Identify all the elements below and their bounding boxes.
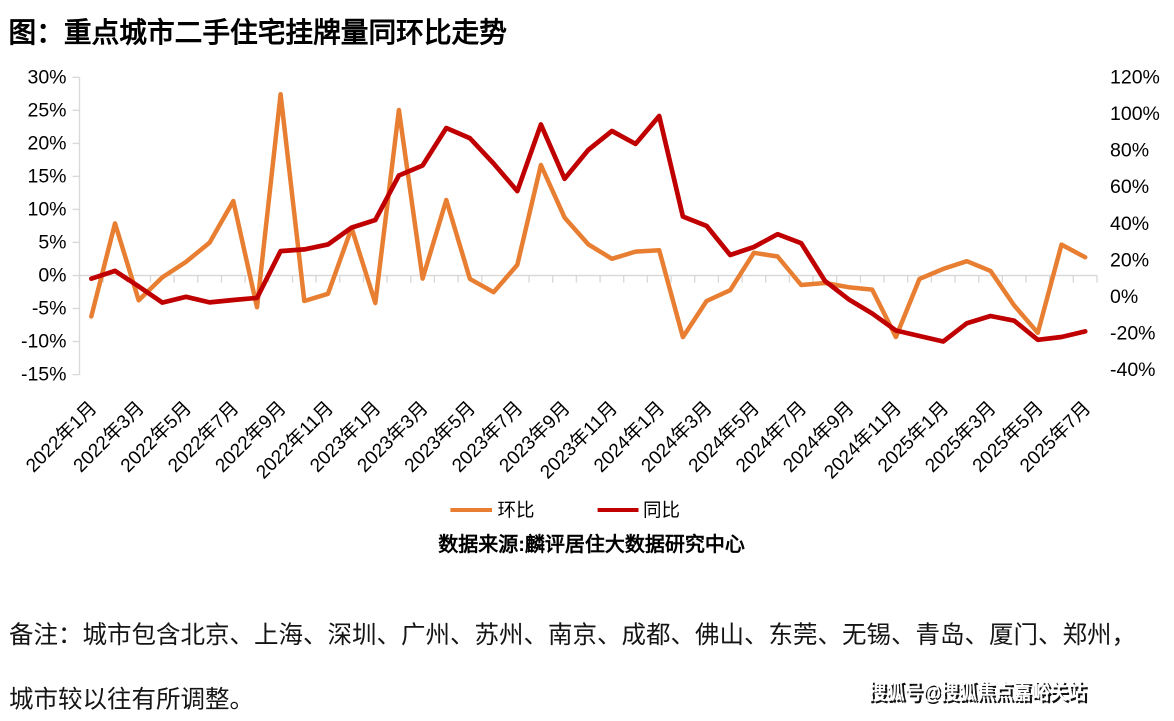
svg-text:城市较以往有所调整。: 城市较以往有所调整。 — [9, 686, 254, 714]
svg-text:120%: 120% — [1110, 66, 1160, 88]
svg-text:-20%: -20% — [1110, 323, 1156, 345]
svg-text:40%: 40% — [1110, 213, 1149, 235]
svg-text:-10%: -10% — [21, 331, 67, 353]
svg-text:数据来源:麟评居住大数据研究中心: 数据来源:麟评居住大数据研究中心 — [438, 532, 745, 556]
svg-text:-40%: -40% — [1110, 359, 1156, 381]
svg-text:同比: 同比 — [643, 500, 680, 521]
svg-text:-5%: -5% — [32, 298, 67, 320]
svg-text:30%: 30% — [27, 66, 66, 88]
svg-text:60%: 60% — [1110, 176, 1149, 198]
svg-text:0%: 0% — [38, 265, 66, 287]
svg-text:25%: 25% — [27, 99, 66, 121]
svg-text:80%: 80% — [1110, 140, 1149, 162]
svg-text:环比: 环比 — [498, 500, 535, 521]
svg-text:搜狐号@搜狐焦点嘉峪关站: 搜狐号@搜狐焦点嘉峪关站 — [870, 682, 1088, 706]
svg-text:搜狐号@搜狐焦点嘉峪关站: 搜狐号@搜狐焦点嘉峪关站 — [868, 680, 1086, 704]
svg-text:20%: 20% — [27, 132, 66, 154]
svg-text:备注：城市包含北京、上海、深圳、广州、苏州、南京、成都、佛山: 备注：城市包含北京、上海、深圳、广州、苏州、南京、成都、佛山、东莞、无锡、青岛、… — [9, 621, 1136, 649]
svg-text:20%: 20% — [1110, 249, 1149, 271]
svg-text:100%: 100% — [1110, 103, 1160, 125]
svg-text:-15%: -15% — [21, 364, 67, 386]
svg-text:图：重点城市二手住宅挂牌量同环比走势: 图：重点城市二手住宅挂牌量同环比走势 — [9, 17, 508, 48]
svg-text:15%: 15% — [27, 165, 66, 187]
svg-text:0%: 0% — [1110, 286, 1138, 308]
svg-text:5%: 5% — [38, 231, 66, 253]
svg-text:10%: 10% — [27, 198, 66, 220]
